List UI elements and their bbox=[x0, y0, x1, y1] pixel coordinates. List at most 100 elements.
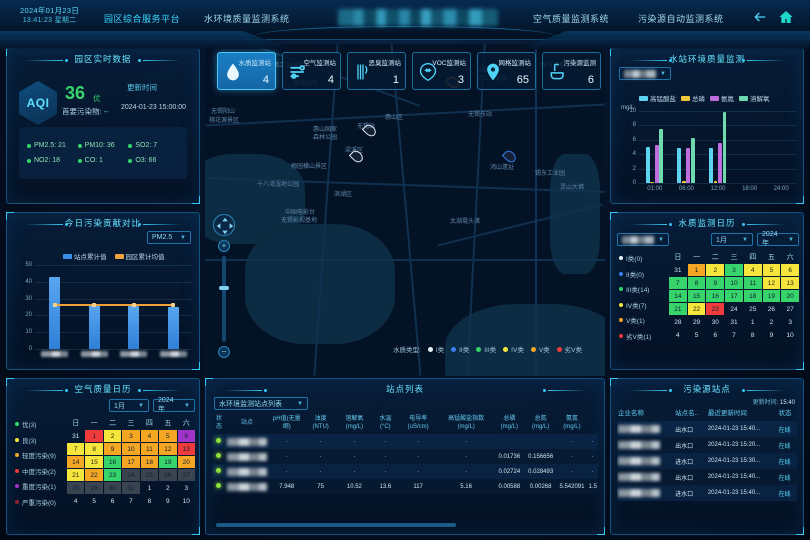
calendar-day[interactable]: 2 bbox=[706, 264, 725, 276]
calendar-day[interactable]: 17 bbox=[122, 456, 140, 468]
station-list-selector[interactable]: 水环境监测站点列表 ▼ bbox=[214, 397, 308, 410]
calendar-day[interactable]: 7 bbox=[129, 497, 133, 505]
kpi-card-odor[interactable]: 恶臭监测站 1 bbox=[347, 52, 406, 90]
calendar-day[interactable]: 20 bbox=[177, 456, 195, 468]
calendar-day[interactable]: 16 bbox=[706, 290, 725, 302]
station-table[interactable]: 状态 站点 pH值(无量纲) 浊度(NTU) 溶解氧(mg/L) 水温(°C) 电导率(uS… bbox=[212, 413, 598, 494]
calendar-day[interactable]: 1 bbox=[687, 264, 706, 276]
water-calendar-year-select[interactable]: 2024年 ▼ bbox=[757, 231, 799, 247]
calendar-day[interactable]: 13 bbox=[781, 277, 799, 289]
pollution-row[interactable]: 出水口 2024-01-23 15:40... 在线 bbox=[617, 469, 797, 486]
calendar-day[interactable]: 18 bbox=[140, 456, 159, 468]
calendar-day[interactable]: 21 bbox=[669, 303, 687, 315]
table-column-header[interactable]: 氨氮(mg/L) bbox=[563, 416, 581, 430]
table-column-header[interactable]: 电导率(uS/cm) bbox=[407, 416, 429, 430]
calendar-day[interactable]: 2 bbox=[769, 318, 774, 326]
calendar-day[interactable]: 1 bbox=[85, 430, 103, 442]
calendar-day[interactable]: 18 bbox=[743, 290, 762, 302]
calendar-day[interactable]: 14 bbox=[67, 456, 85, 468]
calendar-day[interactable]: 5 bbox=[694, 331, 699, 339]
calendar-day[interactable]: 8 bbox=[85, 443, 103, 455]
calendar-day[interactable]: 26 bbox=[767, 305, 776, 313]
air-calendar-grid[interactable]: 日一二三四五六 31 1 2 3 4 5 6 7 8 9 10 11 12 13 14 15 16 17 18 19 20… bbox=[67, 416, 195, 507]
water-calendar-grid[interactable]: 日一二三四五六 31 1 2 3 4 5 6 7 8 9 10 11 12 13 14 15 16 17 18 19 20… bbox=[669, 250, 799, 341]
calendar-day[interactable]: 10 bbox=[182, 497, 190, 505]
calendar-day[interactable]: 5 bbox=[159, 430, 177, 442]
calendar-day[interactable]: 1 bbox=[750, 318, 755, 326]
pollutant-selector[interactable]: PM2.5 ▼ bbox=[147, 231, 191, 244]
arrow-left-icon[interactable] bbox=[752, 9, 768, 27]
air-calendar-month-select[interactable]: 1月 ▼ bbox=[109, 399, 149, 412]
pollution-column-header[interactable]: 企业名称 bbox=[618, 410, 644, 417]
calendar-day[interactable]: 9 bbox=[103, 443, 122, 455]
pollution-column-header[interactable]: 最近更新时间 bbox=[707, 410, 747, 417]
table-row[interactable]: · · · · · · 0.01736 0.156656 · · bbox=[212, 449, 598, 464]
calendar-day[interactable]: 5 bbox=[762, 264, 781, 276]
water-calendar-station-select[interactable]: ▼ bbox=[617, 233, 669, 246]
nav-item-pollution-system[interactable]: 污染源自动监测系统 bbox=[638, 14, 724, 24]
calendar-day[interactable]: 5 bbox=[92, 497, 96, 505]
kpi-card-pollution-source[interactable]: 污染源监测 6 bbox=[542, 52, 601, 90]
table-column-header[interactable]: 总磷(mg/L) bbox=[500, 416, 518, 430]
calendar-day[interactable]: 27 bbox=[786, 305, 794, 313]
pollution-row[interactable]: 出水口 2024-01-23 15:20... 在线 bbox=[617, 437, 797, 454]
calendar-day[interactable]: 10 bbox=[725, 277, 743, 289]
calendar-day[interactable]: 10 bbox=[786, 331, 794, 339]
calendar-day[interactable]: 12 bbox=[762, 277, 781, 289]
water-calendar-month-select[interactable]: 1月 ▼ bbox=[711, 233, 753, 246]
calendar-day[interactable]: 8 bbox=[147, 497, 152, 505]
calendar-day[interactable]: 15 bbox=[687, 290, 706, 302]
table-column-header[interactable]: pH值(无量纲) bbox=[272, 416, 301, 430]
calendar-day[interactable]: 19 bbox=[159, 456, 177, 468]
calendar-day[interactable]: 28 bbox=[674, 318, 682, 326]
table-row[interactable]: · · · · · · 0.02724 0.028493 · · bbox=[212, 464, 598, 479]
table-column-header[interactable]: 状态 bbox=[215, 416, 222, 430]
calendar-day[interactable]: 3 bbox=[184, 484, 189, 492]
calendar-day[interactable]: 15 bbox=[85, 456, 103, 468]
table-horizontal-scrollbar[interactable] bbox=[216, 523, 456, 527]
calendar-day[interactable]: 1 bbox=[147, 484, 152, 492]
calendar-day[interactable]: 17 bbox=[725, 290, 743, 302]
nav-item-air-system[interactable]: 空气质量监测系统 bbox=[533, 14, 610, 24]
kpi-card-air-wind[interactable]: 空气监测站 4 bbox=[282, 52, 341, 90]
calendar-day[interactable]: 20 bbox=[781, 290, 799, 302]
calendar-day[interactable]: 3 bbox=[725, 264, 743, 276]
nav-item-water-system[interactable]: 水环境质量监测系统 bbox=[204, 14, 290, 24]
map-zoom-slider[interactable] bbox=[219, 256, 229, 342]
calendar-day[interactable]: 22 bbox=[687, 303, 706, 315]
calendar-day[interactable]: 4 bbox=[140, 430, 159, 442]
calendar-day[interactable]: 3 bbox=[122, 430, 140, 442]
calendar-day[interactable]: 24 bbox=[730, 305, 738, 313]
calendar-day[interactable]: 11 bbox=[743, 277, 762, 289]
calendar-day[interactable]: 9 bbox=[769, 331, 774, 339]
calendar-day[interactable]: 6 bbox=[781, 264, 799, 276]
calendar-day[interactable]: 30 bbox=[103, 482, 122, 494]
table-column-header[interactable]: 站点 bbox=[240, 419, 253, 426]
calendar-day[interactable]: 31 bbox=[730, 318, 738, 326]
calendar-day[interactable]: 4 bbox=[676, 331, 680, 339]
table-column-header[interactable]: 溶解氧(mg/L) bbox=[345, 416, 364, 430]
pollution-column-header[interactable]: 站点名.. bbox=[675, 410, 699, 417]
calendar-day[interactable]: 7 bbox=[732, 331, 736, 339]
calendar-day[interactable]: 13 bbox=[177, 443, 195, 455]
kpi-card-water-drop[interactable]: 水质监测站 4 bbox=[217, 52, 276, 90]
pollution-row[interactable]: 进水口 2024-01-23 15:40... 在线 bbox=[617, 485, 797, 502]
calendar-day[interactable]: 11 bbox=[140, 443, 159, 455]
pollution-column-header[interactable]: 状态 bbox=[778, 410, 792, 417]
calendar-day[interactable]: 6 bbox=[713, 331, 718, 339]
calendar-day[interactable]: 9 bbox=[706, 277, 725, 289]
calendar-day[interactable]: 14 bbox=[669, 290, 687, 302]
calendar-day[interactable]: 30 bbox=[711, 318, 719, 326]
calendar-day[interactable]: 19 bbox=[762, 290, 781, 302]
calendar-day[interactable]: 12 bbox=[159, 443, 177, 455]
calendar-day[interactable]: 27 bbox=[177, 469, 195, 481]
calendar-day[interactable]: 8 bbox=[750, 331, 755, 339]
water-station-selector[interactable]: ▼ bbox=[619, 67, 671, 80]
table-column-header[interactable]: 水温(°C) bbox=[379, 416, 392, 430]
calendar-day[interactable]: 25 bbox=[140, 469, 159, 481]
map-zoom-in-button[interactable]: + bbox=[218, 240, 230, 252]
calendar-day[interactable]: 6 bbox=[177, 430, 195, 442]
calendar-day[interactable]: 2 bbox=[103, 430, 122, 442]
table-column-header[interactable]: 总氮(mg/L) bbox=[531, 416, 550, 430]
calendar-day[interactable]: 2 bbox=[166, 484, 170, 492]
